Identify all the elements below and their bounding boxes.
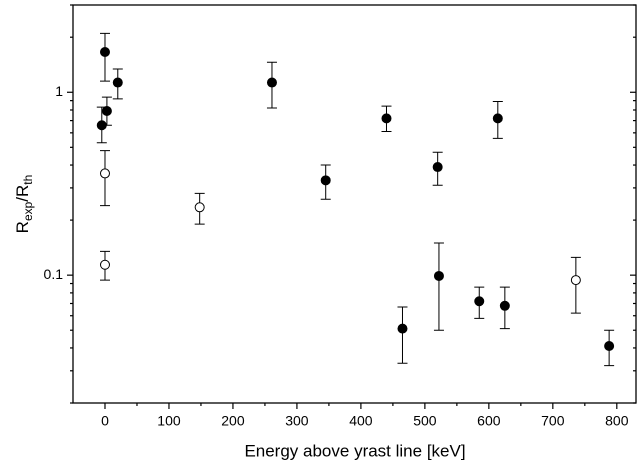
- x-tick-label: 300: [285, 413, 309, 429]
- data-point: [433, 270, 444, 281]
- x-tick-label: 400: [349, 413, 373, 429]
- y-tick-label: 0.1: [44, 266, 64, 282]
- y-label-part: /R: [13, 185, 32, 202]
- y-label-sub: th: [21, 175, 35, 185]
- y-label-sub: exp: [21, 201, 35, 221]
- data-point: [604, 340, 615, 351]
- data-point: [194, 202, 205, 213]
- data-point: [499, 300, 510, 311]
- data-point: [112, 77, 123, 88]
- data-point: [99, 259, 110, 270]
- x-tick-label: 600: [477, 413, 501, 429]
- error-bar: [433, 242, 444, 331]
- error-bar: [99, 32, 110, 82]
- data-point: [99, 168, 110, 179]
- plot-frame: [72, 4, 637, 404]
- x-tick-label: 0: [101, 413, 109, 429]
- x-tick-label: 100: [157, 413, 181, 429]
- data-point: [320, 175, 331, 186]
- data-point: [492, 113, 503, 124]
- x-tick-label: 200: [221, 413, 245, 429]
- y-axis-label: Rexp/Rth: [13, 175, 35, 234]
- x-tick-label: 800: [605, 413, 629, 429]
- data-point: [266, 77, 277, 88]
- data-point: [432, 162, 443, 173]
- error-bar: [570, 256, 581, 314]
- data-point: [101, 105, 112, 116]
- data-point: [381, 113, 392, 124]
- error-bar: [397, 306, 408, 364]
- data-point: [99, 47, 110, 58]
- y-label-part: R: [13, 221, 32, 233]
- x-tick-label: 500: [413, 413, 437, 429]
- x-axis-label: Energy above yrast line [keV]: [244, 441, 465, 460]
- data-point: [474, 296, 485, 307]
- x-tick-label: 700: [541, 413, 565, 429]
- y-tick-label: 1: [55, 83, 63, 99]
- data-point: [570, 275, 581, 286]
- data-point: [397, 323, 408, 334]
